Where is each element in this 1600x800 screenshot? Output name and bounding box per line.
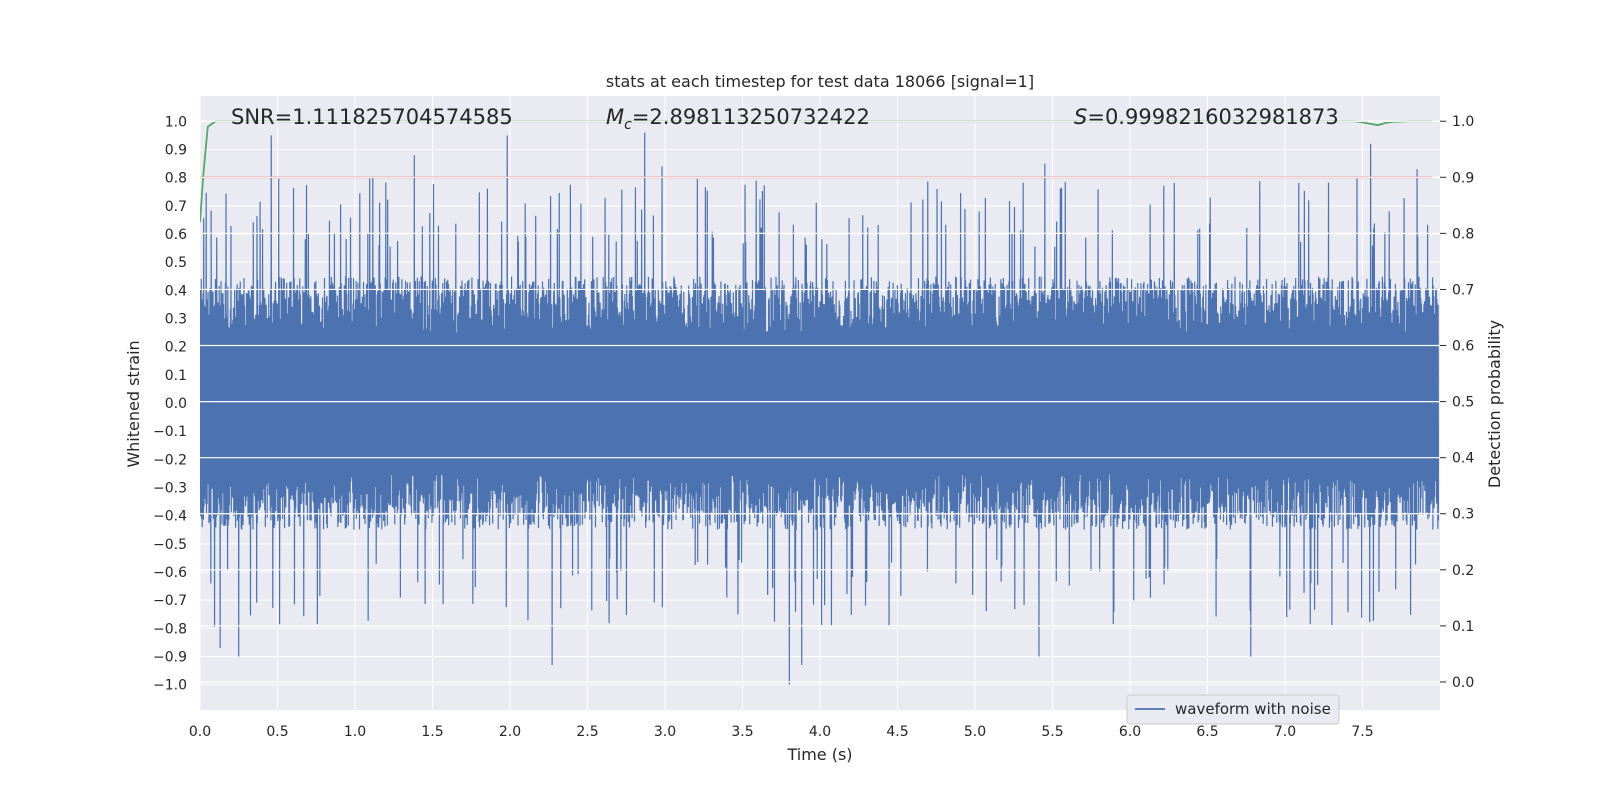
right-y-tick-label: 0.0 [1452, 675, 1474, 691]
left-y-tick-label: −0.7 [153, 593, 187, 609]
legend: waveform with noise [1126, 694, 1340, 725]
left-y-tick-label: −0.9 [153, 649, 187, 665]
legend-box [1126, 694, 1340, 725]
left-y-tick-label: −0.6 [153, 565, 187, 581]
right-y-tick-label: 0.3 [1452, 507, 1474, 523]
chirp-mass-value: =2.898113250732422 [632, 105, 870, 129]
left-y-tick-label: −1.0 [153, 678, 187, 694]
left-y-tick-label: 0.9 [165, 143, 187, 159]
left-y-tick-label: −0.2 [153, 452, 187, 468]
left-y-tick-label: −0.3 [153, 480, 187, 496]
x-tick-label: 4.5 [886, 724, 908, 740]
right-axis-gridlines [200, 120, 1440, 683]
left-y-tick-label: −0.1 [153, 424, 187, 440]
right-y-tick-label: 0.7 [1452, 282, 1474, 298]
x-tick-label: 6.0 [1119, 724, 1141, 740]
chirp-mass-annotation: Mc=2.898113250732422 [606, 105, 870, 133]
x-tick-label: 4.0 [809, 724, 831, 740]
x-tick-label: 1.0 [344, 724, 366, 740]
chirp-mass-subscript: c [624, 117, 632, 133]
x-tick-label: 5.5 [1041, 724, 1063, 740]
x-axis-ticks: 0.0 0.5 1.0 1.5 2.0 2.5 3.0 3.5 4.0 4.5 5.0 5.5 6.0 6… [189, 724, 1374, 740]
x-tick-label: 3.5 [731, 724, 753, 740]
chart-title: stats at each timestep for test data 180… [606, 72, 1034, 91]
x-tick-label: 7.0 [1274, 724, 1296, 740]
left-y-tick-label: −0.5 [153, 537, 187, 553]
left-y-tick-label: 0.6 [165, 227, 187, 243]
right-y-tick-label: 0.8 [1452, 226, 1474, 242]
s-annotation: S=0.9998216032981873 [1074, 105, 1339, 129]
left-y-axis-label: Whitened strain [124, 340, 143, 467]
right-y-tick-label: 1.0 [1452, 114, 1474, 130]
left-axis-ticks: 1.0 0.9 0.8 0.7 0.6 0.5 0.4 0.3 0.2 0.1 0.0 −0.1 −0.… [153, 114, 187, 693]
right-y-tick-label: 0.4 [1452, 451, 1474, 467]
right-y-tick-label: 0.2 [1452, 563, 1474, 579]
right-y-tick-label: 0.1 [1452, 619, 1474, 635]
right-y-tick-label: 0.9 [1452, 170, 1474, 186]
x-tick-label: 7.5 [1351, 724, 1373, 740]
x-tick-label: 2.5 [576, 724, 598, 740]
left-y-tick-label: 0.5 [165, 255, 187, 271]
left-y-tick-label: −0.8 [153, 621, 187, 637]
right-y-tick-label: 0.6 [1452, 339, 1474, 355]
legend-label-waveform: waveform with noise [1175, 700, 1331, 718]
right-y-tick-label: 0.5 [1452, 395, 1474, 411]
snr-annotation: SNR=1.111825704574585 [231, 105, 513, 129]
s-value: =0.9998216032981873 [1087, 105, 1338, 129]
x-tick-label: 0.5 [266, 724, 288, 740]
left-y-tick-label: 0.2 [165, 340, 187, 356]
chirp-mass-symbol: M [606, 105, 624, 129]
x-tick-label: 1.5 [421, 724, 443, 740]
right-y-axis-label: Detection probability [1485, 320, 1504, 488]
x-axis-label: Time (s) [786, 745, 852, 764]
left-y-tick-label: 0.0 [165, 396, 187, 412]
x-tick-label: 6.5 [1196, 724, 1218, 740]
left-y-tick-label: 0.8 [165, 171, 187, 187]
left-y-tick-label: 0.1 [165, 368, 187, 384]
x-tick-label: 3.0 [654, 724, 676, 740]
left-y-tick-label: 1.0 [165, 114, 187, 130]
x-tick-label: 0.0 [189, 724, 211, 740]
waveform-with-noise-series [200, 132, 1440, 685]
left-y-tick-label: 0.7 [165, 199, 187, 215]
s-symbol: S [1074, 105, 1087, 129]
x-tick-label: 2.0 [499, 724, 521, 740]
x-tick-label: 5.0 [964, 724, 986, 740]
right-axis-ticks: 1.0 0.9 0.8 0.7 0.6 0.5 0.4 0.3 0.2 0.1 0.0 [1440, 114, 1474, 691]
left-y-tick-label: −0.4 [153, 509, 187, 525]
left-y-tick-label: 0.3 [165, 312, 187, 328]
left-y-tick-label: 0.4 [165, 283, 187, 299]
